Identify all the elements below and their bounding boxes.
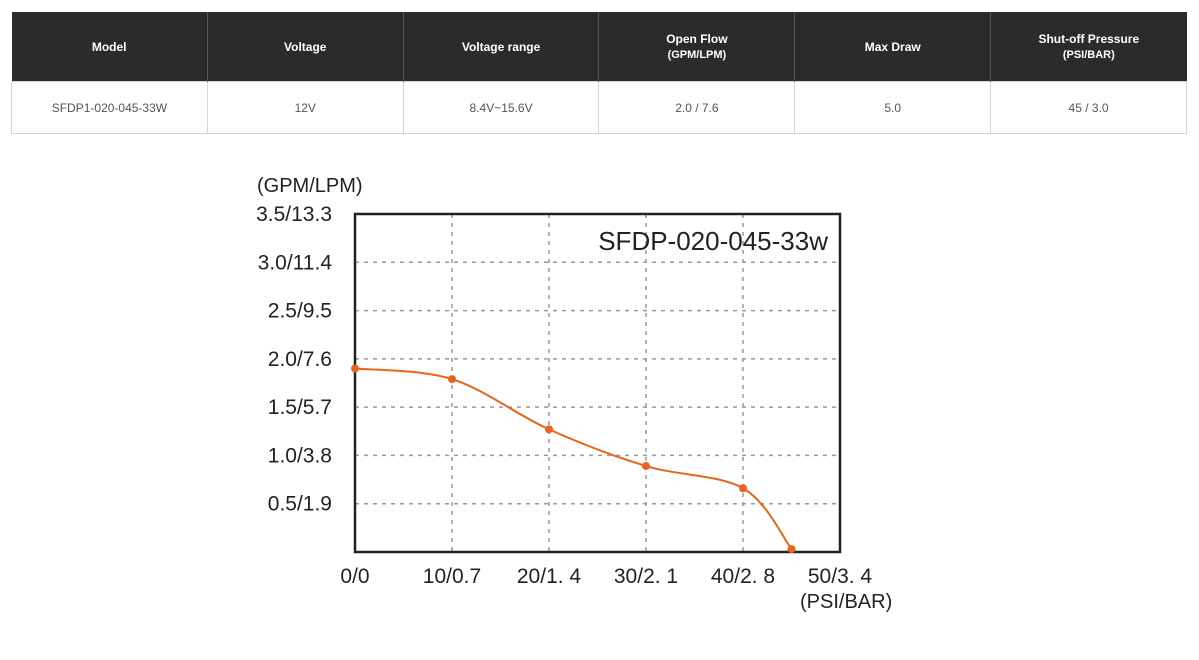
header-voltage-range: Voltage range xyxy=(403,12,600,82)
chart-title: SFDP-020-045-33w xyxy=(598,226,828,256)
header-label: Max Draw xyxy=(864,39,921,54)
data-point xyxy=(739,484,747,493)
y-axis-label: (GPM/LPM) xyxy=(257,175,363,197)
y-tick-label: 0.5/1.9 xyxy=(268,493,332,516)
header-open-flow: Open Flow (GPM/LPM) xyxy=(598,12,796,82)
x-tick-label: 30/2. 1 xyxy=(614,565,678,588)
spec-table: Model Voltage Voltage range Open Flow (GP… xyxy=(11,12,1187,134)
y-tick-label: 2.5/9.5 xyxy=(268,300,332,323)
x-tick-label: 40/2. 8 xyxy=(711,565,775,588)
pump-performance-chart: (GPM/LPM) SFDP-020-045-33w (PSI/BAR) 0.5… xyxy=(256,175,892,613)
cell-voltage-range: 8.4V~15.6V xyxy=(402,81,600,134)
x-tick-label: 0/0 xyxy=(340,565,369,588)
header-label: Voltage xyxy=(284,39,327,54)
header-max-draw: Max Draw xyxy=(794,12,992,82)
cell-max-draw: 5.0 xyxy=(794,81,992,134)
chart-grid xyxy=(355,213,841,552)
flow-points xyxy=(351,364,796,554)
x-tick-label: 10/0.7 xyxy=(423,565,481,588)
table-row: SFDP1-020-045-33W 12V 8.4V~15.6V 2.0 / 7… xyxy=(11,81,1187,134)
header-label: Shut-off Pressure xyxy=(1038,31,1140,46)
y-tick-label: 2.0/7.6 xyxy=(268,348,332,371)
cell-open-flow: 2.0 / 7.6 xyxy=(598,81,796,134)
y-tick-label: 1.5/5.7 xyxy=(268,396,332,419)
x-tick-labels: 0/0 10/0.7 20/1. 4 30/2. 1 40/2. 8 50/3. 4 xyxy=(340,565,872,588)
y-tick-label: 1.0/3.8 xyxy=(268,444,332,467)
x-tick-label: 20/1. 4 xyxy=(517,565,582,588)
header-model: Model xyxy=(11,12,208,82)
data-point xyxy=(787,545,796,554)
plot-frame xyxy=(353,212,842,554)
data-point xyxy=(642,462,650,471)
flow-curve xyxy=(354,367,793,550)
x-axis-label: (PSI/BAR) xyxy=(800,591,892,613)
data-point xyxy=(545,425,553,434)
header-label: Voltage range xyxy=(461,39,541,54)
data-point xyxy=(351,364,359,373)
header-label: Open Flow xyxy=(666,31,728,46)
header-label: Model xyxy=(91,39,127,54)
header-voltage: Voltage xyxy=(207,12,404,82)
cell-shutoff-pressure: 45 / 3.0 xyxy=(990,81,1187,134)
cell-voltage: 12V xyxy=(206,81,404,134)
data-point xyxy=(448,375,456,384)
spec-table-header-row: Model Voltage Voltage range Open Flow (GP… xyxy=(11,12,1187,82)
y-tick-label: 3.0/11.4 xyxy=(258,251,333,274)
header-shutoff-pressure: Shut-off Pressure (PSI/BAR) xyxy=(990,12,1187,82)
y-tick-labels: 0.5/1.9 1.0/3.8 1.5/5.7 2.0/7.6 2.5/9.5 3.0/1… xyxy=(256,203,332,516)
x-tick-label: 50/3. 4 xyxy=(808,565,873,588)
y-tick-label: 3.5/13.3 xyxy=(256,203,332,226)
header-unit: (PSI/BAR) xyxy=(1062,48,1115,61)
header-unit: (GPM/LPM) xyxy=(667,48,727,61)
cell-model: SFDP1-020-045-33W xyxy=(11,81,208,134)
